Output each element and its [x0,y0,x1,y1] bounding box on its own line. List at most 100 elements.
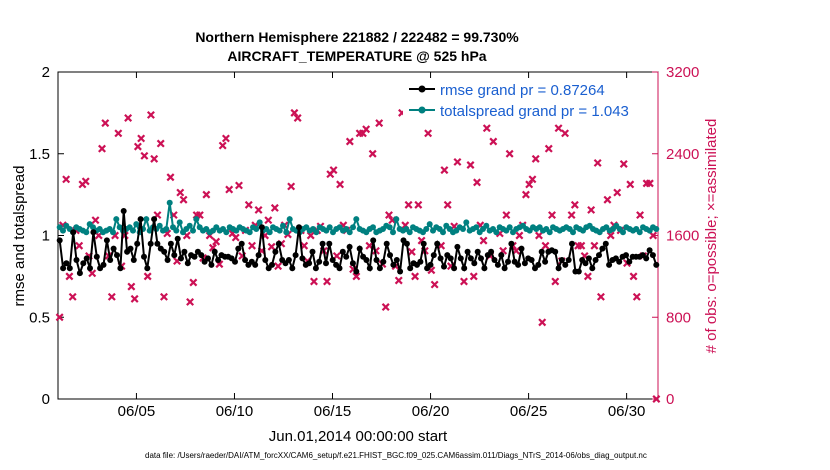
obs-point [310,277,318,286]
obs-cross-stroke [189,278,198,287]
obs-point [460,277,468,286]
obs-point [440,166,449,175]
legend-box [403,80,653,122]
totalspread-point [326,224,333,231]
rmse-point [114,252,120,259]
obs-cross-stroke [208,243,217,252]
obs-cross-stroke [505,149,514,158]
rmse-point [319,240,326,247]
totalspread-point [406,229,413,236]
obs-cross-stroke [336,180,345,189]
obs-cross-stroke [365,241,374,250]
obs-cross-stroke [375,119,384,128]
obs-cross-stroke [68,292,77,301]
obs-cross-stroke [248,241,256,250]
obs-cross-stroke [554,124,563,133]
obs-point [551,277,560,286]
totalspread-point [156,222,163,229]
rmse-point [616,258,623,265]
totalspread-point [346,229,353,236]
rmse-point [417,258,424,265]
obs-point [515,231,524,240]
rmse-point [356,245,363,252]
obs-cross-stroke [225,185,234,194]
rmse-point [555,265,562,272]
obs-cross-stroke [143,272,152,281]
obs-point [235,181,243,190]
obs-cross-stroke [411,272,420,281]
obs-point [244,200,253,209]
rmse-point [299,255,306,262]
obs-cross-stroke [166,173,175,182]
obs-cross-stroke [606,231,615,240]
totalspread-point [276,227,283,234]
rmse-point [76,270,83,277]
rmse-point [90,229,97,236]
obs-point [130,294,139,303]
rmse-point [457,255,464,262]
obs-cross-stroke [124,114,133,122]
rmse-point [272,248,279,255]
rmse-point [309,248,316,255]
rmse-point [80,260,87,267]
rmse-point [589,265,596,272]
rmse-point [646,247,653,254]
obs-point [274,262,283,271]
rmse-point [451,265,458,272]
rmse-point [103,237,110,244]
obs-cross-stroke [596,292,605,301]
obs-point [525,180,534,189]
obs-cross-stroke [544,144,553,153]
obs-cross-stroke [570,200,579,209]
rmse-point [592,257,599,263]
obs-cross-stroke [150,154,159,163]
obs-cross-stroke [583,272,592,281]
rmse-point [60,265,67,272]
rmse-point [141,253,147,260]
obs-point [254,205,263,214]
x-tick-label: 06/05 [118,403,156,420]
rmse-point [171,252,178,259]
obs-cross-stroke [111,231,120,240]
rmse-point [471,260,478,267]
rmse-point [275,240,282,247]
obs-cross-stroke [146,110,155,119]
rmse-point [373,257,380,263]
rmse-point [508,240,515,247]
totalspread-point [506,224,513,231]
rmse-point [73,257,80,263]
obs-cross-stroke [323,277,331,286]
rmse-point [306,260,313,267]
rmse-point [252,261,259,268]
obs-point [652,395,661,403]
obs-cross-stroke [479,236,488,245]
obs-point [293,114,302,122]
rmse-point [144,265,151,272]
rmse-point [454,243,461,250]
obs-cross-stroke [270,203,279,212]
obs-cross-stroke [632,292,641,301]
totalspread-point [166,199,173,206]
rmse-point [63,260,70,267]
obs-cross-stroke [528,175,537,184]
totalspread-point [286,216,293,223]
obs-point [179,195,188,204]
rmse-point [147,240,154,247]
obs-point [68,292,77,301]
obs-cross-stroke [636,211,645,220]
obs-cross-stroke [473,178,481,187]
obs-point [613,188,622,197]
obs-cross-stroke [460,277,468,286]
obs-cross-stroke [244,200,253,209]
rmse-point [120,208,127,214]
rmse-point [70,229,77,236]
obs-cross-stroke [385,211,393,220]
obs-cross-stroke [427,266,436,275]
obs-point [55,313,64,322]
y-left-tick-label: 2 [42,64,50,81]
obs-cross-stroke [430,280,439,289]
rmse-point [292,252,299,259]
obs-cross-stroke [186,297,195,306]
obs-point [133,142,142,151]
rmse-point [585,255,592,262]
